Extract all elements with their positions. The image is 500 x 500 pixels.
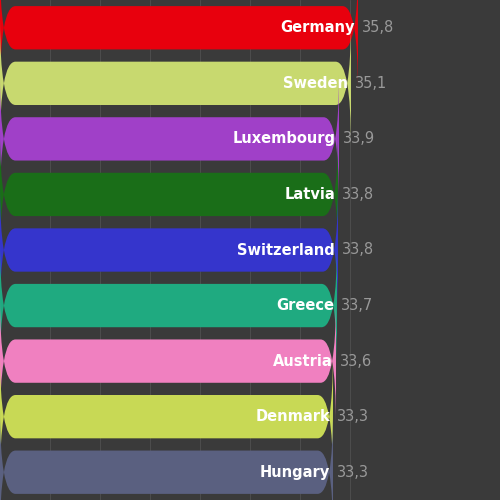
FancyBboxPatch shape: [0, 408, 333, 500]
Text: 35,8: 35,8: [362, 20, 394, 36]
Text: 33,8: 33,8: [342, 242, 374, 258]
FancyBboxPatch shape: [0, 75, 339, 203]
Text: 33,3: 33,3: [337, 464, 369, 479]
Text: Latvia: Latvia: [284, 187, 335, 202]
FancyBboxPatch shape: [0, 353, 333, 480]
Text: Germany: Germany: [280, 20, 355, 36]
Text: 33,6: 33,6: [340, 354, 372, 368]
FancyBboxPatch shape: [0, 130, 338, 258]
Text: 33,7: 33,7: [341, 298, 373, 313]
FancyBboxPatch shape: [0, 297, 336, 425]
Text: 33,3: 33,3: [337, 409, 369, 424]
Text: Luxembourg: Luxembourg: [233, 132, 336, 146]
Text: Hungary: Hungary: [260, 464, 330, 479]
Text: 33,8: 33,8: [342, 187, 374, 202]
Text: Greece: Greece: [276, 298, 334, 313]
FancyBboxPatch shape: [0, 242, 337, 370]
Text: Sweden: Sweden: [283, 76, 348, 91]
FancyBboxPatch shape: [0, 20, 351, 147]
Text: Denmark: Denmark: [256, 409, 330, 424]
Text: 33,9: 33,9: [343, 132, 375, 146]
Text: Austria: Austria: [274, 354, 333, 368]
FancyBboxPatch shape: [0, 186, 338, 314]
Text: 35,1: 35,1: [355, 76, 387, 91]
Text: Switzerland: Switzerland: [238, 242, 335, 258]
FancyBboxPatch shape: [0, 0, 358, 92]
